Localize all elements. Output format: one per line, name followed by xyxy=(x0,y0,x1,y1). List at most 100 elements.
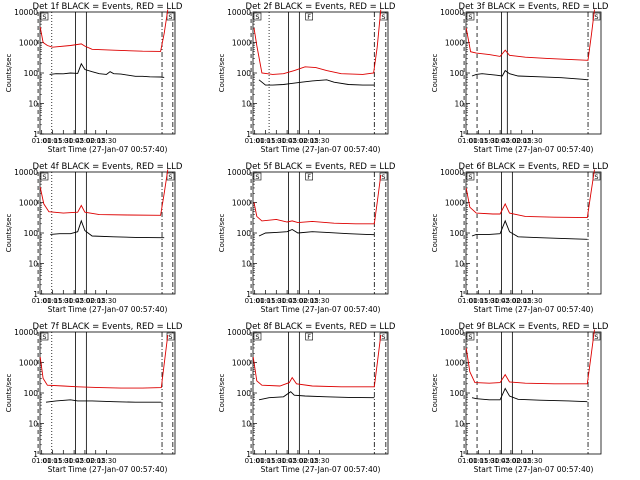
x-tick-label: 01:15 xyxy=(468,297,488,305)
flag-box xyxy=(305,172,313,181)
events-series-line xyxy=(258,79,375,86)
x-tick-label: 02:00 xyxy=(501,297,521,305)
x-tick-label: 02:00 xyxy=(501,457,521,465)
y-tick-label: 10 xyxy=(454,420,464,429)
y-axis-label: Counts/sec xyxy=(218,214,226,253)
panel-title: Det 3f BLACK = Events, RED = LLD xyxy=(459,2,609,12)
x-tick-label: 02:15 xyxy=(299,297,319,305)
x-tick-label: 01:00 xyxy=(32,297,52,305)
lld-series-line xyxy=(39,9,169,52)
events-series-line xyxy=(471,219,588,240)
flag-box xyxy=(253,332,262,341)
y-tick-label: 10000 xyxy=(227,328,251,337)
y-tick-label: 1 xyxy=(459,290,464,299)
y-tick-label: 10000 xyxy=(227,168,251,177)
lld-series-line xyxy=(465,169,595,219)
x-tick-label: 02:15 xyxy=(512,297,532,305)
x-tick-label: 01:30 xyxy=(266,297,286,305)
x-tick-label: 01:15 xyxy=(255,297,275,305)
x-tick-label: 02:30 xyxy=(309,137,329,145)
plot-frame xyxy=(252,11,389,135)
flag-box xyxy=(253,172,262,181)
flag-box xyxy=(466,172,475,181)
y-tick-label: 10000 xyxy=(440,8,464,17)
y-tick-label: 1000 xyxy=(232,39,251,48)
x-tick-label: 01:45 xyxy=(490,457,510,465)
y-axis-label: Counts/sec xyxy=(5,374,13,413)
lld-series-line xyxy=(253,9,382,75)
x-tick-label: 01:45 xyxy=(490,137,510,145)
x-tick-label: 01:00 xyxy=(245,457,265,465)
y-tick-label: 1000 xyxy=(232,199,251,208)
plot-frame xyxy=(252,331,389,455)
panel-title: Det 1f BLACK = Events, RED = LLD xyxy=(33,2,183,12)
x-tick-label: 01:00 xyxy=(245,297,265,305)
flag-box xyxy=(253,12,262,21)
flag-label: S xyxy=(381,13,385,21)
flag-label: F xyxy=(307,173,311,181)
events-series-line xyxy=(258,228,375,237)
y-tick-label: 1 xyxy=(246,290,251,299)
flag-label: S xyxy=(468,333,472,341)
x-tick-label: 02:00 xyxy=(501,137,521,145)
y-tick-label: 10 xyxy=(28,100,38,109)
y-tick-label: 1000 xyxy=(19,359,38,368)
panel-title: Det 8f BLACK = Events, RED = LLD xyxy=(246,322,396,332)
y-tick-label: 1 xyxy=(459,450,464,459)
y-tick-label: 1000 xyxy=(445,359,464,368)
panel-title: Det 6f BLACK = Events, RED = LLD xyxy=(459,162,609,172)
x-tick-label: 02:15 xyxy=(86,297,106,305)
events-series-line xyxy=(45,399,162,403)
lld-series-line xyxy=(252,334,382,388)
y-tick-label: 10 xyxy=(241,420,251,429)
flag-label: S xyxy=(255,333,259,341)
y-axis-label: Counts/sec xyxy=(5,214,13,253)
plot-frame xyxy=(39,331,176,455)
x-tick-label: 02:15 xyxy=(512,457,532,465)
flag-box xyxy=(40,172,49,181)
y-tick-label: 1000 xyxy=(19,199,38,208)
flag-label: S xyxy=(594,173,598,181)
y-axis-label: Counts/sec xyxy=(5,54,13,93)
events-series-line xyxy=(258,391,375,401)
x-tick-label: 02:00 xyxy=(288,457,308,465)
plot-frame xyxy=(39,171,176,295)
y-tick-label: 100 xyxy=(24,69,39,78)
panel-title: Det 4f BLACK = Events, RED = LLD xyxy=(33,162,183,172)
y-tick-label: 100 xyxy=(237,389,252,398)
flag-box xyxy=(166,332,175,341)
plot-frame xyxy=(465,331,602,455)
y-tick-label: 10000 xyxy=(440,328,464,337)
flag-label: S xyxy=(381,333,385,341)
flag-label: S xyxy=(42,173,46,181)
detector-panel: Det 2f BLACK = Events, RED = LLD 1 10 100 10… xyxy=(218,2,396,154)
y-tick-label: 10 xyxy=(454,260,464,269)
y-axis-label: Counts/sec xyxy=(218,54,226,93)
x-tick-label: 02:30 xyxy=(96,297,116,305)
y-tick-label: 1000 xyxy=(232,359,251,368)
x-tick-label: 01:45 xyxy=(64,457,84,465)
y-tick-label: 10 xyxy=(28,420,38,429)
x-tick-label: 01:45 xyxy=(277,457,297,465)
y-tick-label: 1000 xyxy=(19,39,38,48)
panel-title: Det 2f BLACK = Events, RED = LLD xyxy=(246,2,396,12)
x-tick-label: 02:15 xyxy=(86,137,106,145)
plot-frame xyxy=(465,171,602,295)
y-tick-label: 100 xyxy=(237,229,252,238)
x-tick-label: 01:45 xyxy=(64,137,84,145)
x-tick-label: 02:30 xyxy=(522,457,542,465)
detector-panel: Det 8f BLACK = Events, RED = LLD 1 10 100 10… xyxy=(218,322,396,474)
flag-label: S xyxy=(381,173,385,181)
detector-panel: Det 4f BLACK = Events, RED = LLD 1 10 100 10… xyxy=(5,162,183,314)
y-tick-label: 10000 xyxy=(227,8,251,17)
x-tick-label: 02:30 xyxy=(96,137,116,145)
x-tick-label: 02:00 xyxy=(75,457,95,465)
x-axis-label: Start Time (27-Jan-07 00:57:40) xyxy=(48,145,168,154)
x-tick-label: 01:30 xyxy=(53,457,73,465)
flag-label: S xyxy=(594,13,598,21)
lld-series-line xyxy=(39,334,169,389)
x-tick-label: 01:00 xyxy=(32,137,52,145)
x-tick-label: 02:30 xyxy=(309,457,329,465)
events-series-line xyxy=(471,387,588,403)
